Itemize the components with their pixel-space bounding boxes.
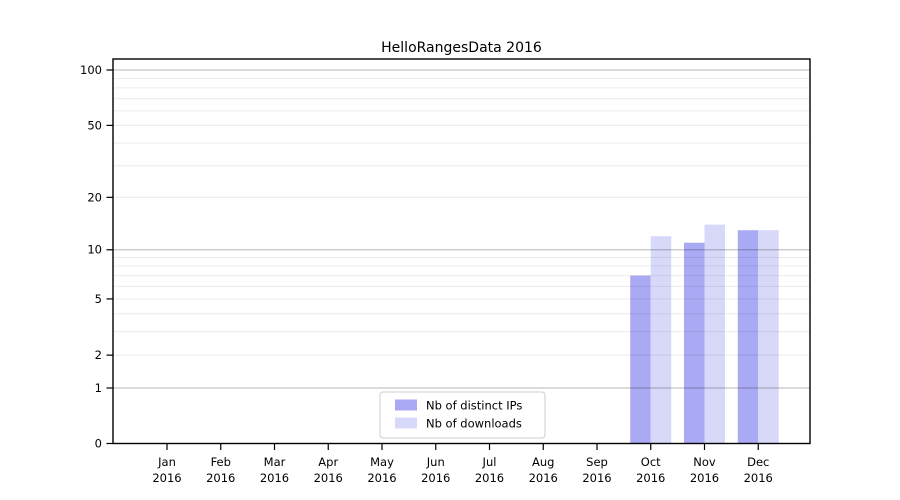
y-tick-label-20: 20	[87, 190, 102, 204]
legend: Nb of distinct IPs Nb of downloads	[379, 391, 546, 439]
y-tick-label-0: 0	[95, 436, 102, 450]
bar-nb-of-downloads-dec-2016	[758, 230, 779, 444]
x-tick-label-mar-2016: Mar 2016	[260, 455, 289, 485]
y-tick-label-10: 10	[87, 243, 102, 257]
bar-nb-of-distinct-ips-oct-2016	[630, 275, 651, 444]
bar-nb-of-downloads-oct-2016	[650, 236, 672, 444]
x-tick-label-jun-2016: Jun 2016	[421, 455, 450, 485]
bar-nb-of-distinct-ips-nov-2016	[684, 242, 705, 444]
x-tick-label-oct-2016: Oct 2016	[636, 455, 665, 485]
legend-label-nb-of-downloads: Nb of downloads	[426, 417, 522, 431]
x-tick-label-aug-2016: Aug 2016	[529, 455, 558, 485]
plot-frame	[112, 58, 811, 445]
legend-label-nb-of-distinct-ips: Nb of distinct IPs	[426, 399, 522, 413]
y-tick-label-50: 50	[87, 118, 102, 132]
y-tick-label-100: 100	[80, 63, 102, 77]
y-tick-label-1: 1	[95, 381, 102, 395]
legend-swatch-nb-of-distinct-ips	[395, 399, 417, 411]
bar-nb-of-downloads-nov-2016	[704, 224, 725, 444]
legend-swatch-nb-of-downloads	[395, 417, 417, 429]
y-tick-label-2: 2	[95, 348, 102, 362]
chart-title: HelloRangesData 2016	[381, 40, 542, 56]
x-tick-label-dec-2016: Dec 2016	[744, 455, 773, 485]
x-tick-label-jan-2016: Jan 2016	[152, 455, 181, 485]
x-tick-label-may-2016: May 2016	[367, 455, 396, 485]
x-tick-label-jul-2016: Jul 2016	[475, 455, 504, 485]
x-tick-label-nov-2016: Nov 2016	[690, 455, 719, 485]
x-tick-label-sep-2016: Sep 2016	[582, 455, 611, 485]
x-tick-label-feb-2016: Feb 2016	[206, 455, 235, 485]
legend-box	[379, 391, 546, 439]
y-tick-label-5: 5	[95, 292, 102, 306]
x-tick-label-apr-2016: Apr 2016	[314, 455, 343, 485]
bar-nb-of-distinct-ips-dec-2016	[737, 230, 759, 444]
